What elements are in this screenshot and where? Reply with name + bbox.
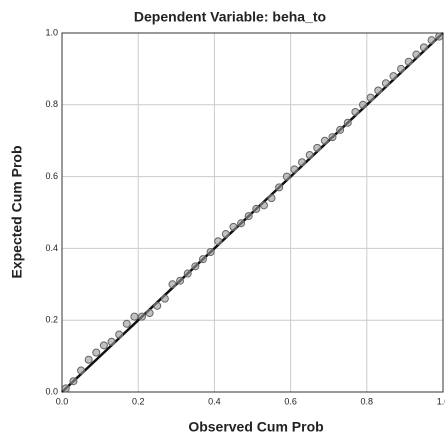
point (375, 87, 382, 94)
point (131, 313, 138, 320)
y-tick-label: 0.2 (45, 315, 58, 325)
x-tick-label: 0.0 (56, 396, 69, 406)
point (260, 202, 267, 209)
point (222, 231, 229, 238)
point (413, 51, 420, 58)
point (100, 342, 107, 349)
x-tick-label: 1.0 (437, 396, 445, 406)
point (146, 310, 153, 317)
point (306, 152, 313, 159)
point (108, 338, 115, 345)
x-axis-label: Observed Cum Prob (188, 419, 323, 435)
point (359, 101, 366, 108)
point (245, 213, 252, 220)
point (390, 73, 397, 80)
point (116, 331, 123, 338)
point (230, 223, 237, 230)
y-tick-label: 0.6 (45, 171, 58, 181)
point (78, 367, 85, 374)
point (276, 184, 283, 191)
point (344, 119, 351, 126)
point (253, 205, 260, 212)
point (177, 277, 184, 284)
point (238, 220, 245, 227)
point (321, 137, 328, 144)
chart-title: Dependent Variable: beha_to (134, 9, 326, 25)
y-axis-label: Expected Cum Prob (9, 145, 25, 278)
x-tick-label: 0.6 (284, 396, 297, 406)
point (139, 313, 146, 320)
point (428, 37, 435, 44)
point (184, 270, 191, 277)
point (314, 144, 321, 151)
point (367, 94, 374, 101)
point (352, 108, 359, 115)
point (299, 159, 306, 166)
point (215, 238, 222, 245)
point (85, 356, 92, 363)
page: {"chart_data": {"type": "scatter", "titl… (0, 0, 445, 439)
y-tick-label: 0.0 (45, 386, 58, 396)
point (207, 248, 214, 255)
point (192, 263, 199, 270)
x-tick-label: 0.2 (132, 396, 145, 406)
x-tick-label: 0.8 (361, 396, 374, 406)
y-tick-label: 1.0 (45, 27, 58, 37)
point (337, 126, 344, 133)
point (161, 295, 168, 302)
point (70, 378, 77, 385)
point (420, 44, 427, 51)
point (154, 302, 161, 309)
point (199, 256, 206, 263)
point (329, 134, 336, 141)
point (169, 281, 176, 288)
point (93, 349, 100, 356)
point (405, 58, 412, 65)
point (291, 166, 298, 173)
point (436, 33, 443, 40)
point (283, 173, 290, 180)
y-tick-label: 0.4 (45, 243, 58, 253)
point (382, 80, 389, 87)
chart: Dependent Variable: beha_to Observed Cum… (0, 0, 445, 439)
x-tick-label: 0.4 (208, 396, 221, 406)
point (268, 195, 275, 202)
point (398, 65, 405, 72)
point (62, 385, 69, 392)
y-tick-label: 0.8 (45, 99, 58, 109)
point (123, 320, 130, 327)
